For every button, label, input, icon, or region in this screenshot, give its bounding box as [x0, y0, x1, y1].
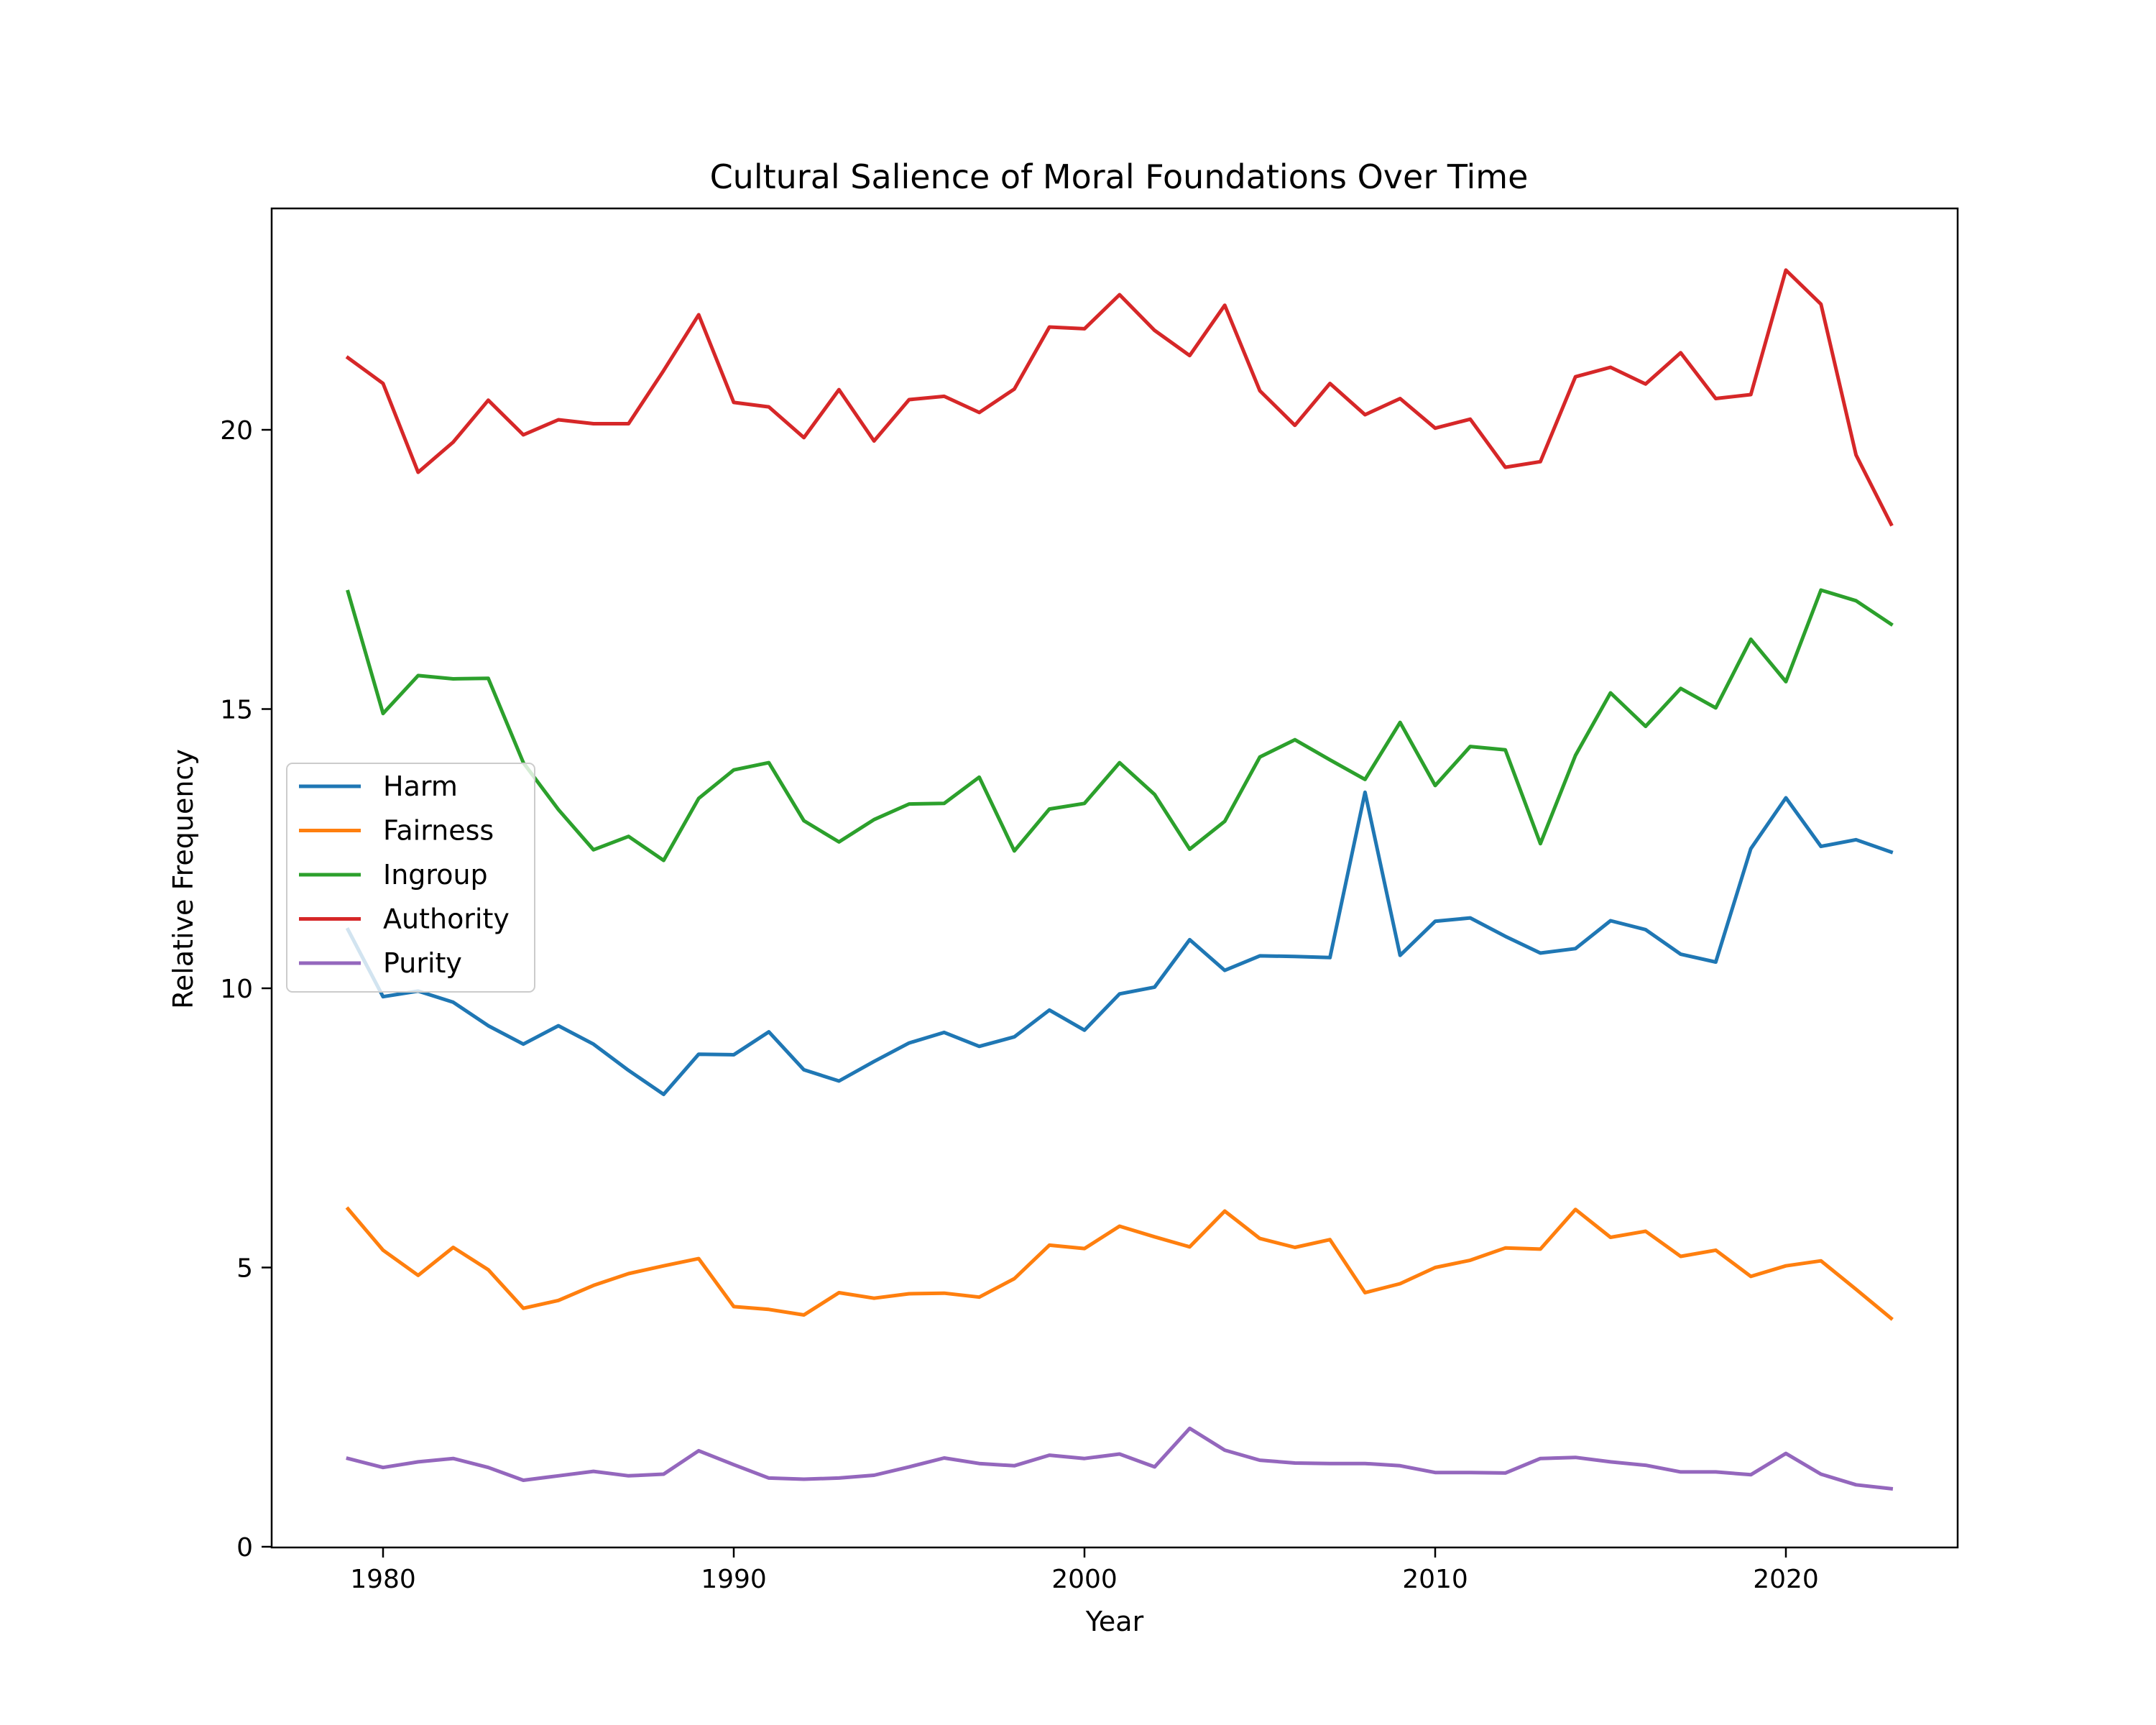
- y-tick-label: 20: [220, 416, 253, 446]
- chart-title: Cultural Salience of Moral Foundations O…: [710, 157, 1529, 196]
- y-axis: 0 5 10 15 20: [220, 416, 272, 1563]
- legend-label-harm: Harm: [383, 770, 458, 802]
- series-line-purity: [346, 1426, 1894, 1491]
- y-axis-label: Relative Frequency: [167, 749, 199, 1009]
- x-tick-label: 2020: [1753, 1565, 1819, 1594]
- series-layer: [345, 268, 1894, 1491]
- y-tick-label: 10: [220, 975, 253, 1004]
- legend-label-ingroup: Ingroup: [383, 859, 488, 891]
- plot-frame: [270, 207, 1959, 1549]
- series-line-fairness: [345, 1206, 1894, 1321]
- series-line-harm: [345, 790, 1894, 1097]
- legend-label-authority: Authority: [383, 903, 510, 935]
- x-tick-label: 1980: [350, 1565, 416, 1594]
- y-tick-label: 15: [220, 696, 253, 725]
- series-line-ingroup: [346, 588, 1894, 862]
- legend: Harm Fairness Ingroup Authority Purity: [286, 763, 535, 993]
- y-tick-label: 0: [236, 1533, 253, 1563]
- x-tick-label: 2010: [1402, 1565, 1468, 1594]
- plot-area: [270, 207, 1959, 1549]
- y-tick-label: 5: [236, 1254, 253, 1284]
- x-tick-label: 2000: [1051, 1565, 1118, 1594]
- x-axis: 1980 1990 2000 2010 2020: [350, 1547, 1819, 1594]
- legend-label-purity: Purity: [383, 947, 462, 979]
- legend-box: [286, 763, 535, 993]
- legend-label-fairness: Fairness: [383, 815, 494, 847]
- series-line-authority: [345, 268, 1894, 527]
- x-tick-label: 1990: [701, 1565, 767, 1594]
- x-axis-label: Year: [1085, 1606, 1144, 1637]
